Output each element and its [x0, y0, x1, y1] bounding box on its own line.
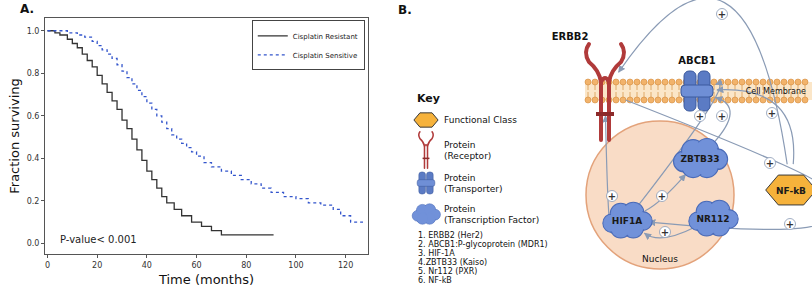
svg-text:Protein: Protein — [444, 204, 476, 214]
svg-text:120: 120 — [338, 261, 353, 270]
svg-text:Protein: Protein — [444, 140, 476, 150]
svg-text:0.6: 0.6 — [27, 112, 40, 121]
svg-text:B.: B. — [398, 3, 412, 17]
svg-text:+: + — [658, 191, 666, 202]
svg-text:NR112: NR112 — [696, 214, 729, 224]
svg-text:(Receptor): (Receptor) — [444, 151, 491, 161]
svg-text:100: 100 — [288, 261, 303, 270]
svg-text:P-value< 0.001: P-value< 0.001 — [60, 234, 137, 245]
svg-text:20: 20 — [92, 261, 102, 270]
svg-text:Cell Membrane: Cell Membrane — [746, 87, 806, 96]
svg-text:Time (months): Time (months) — [158, 272, 254, 287]
svg-text:1.0: 1.0 — [27, 27, 40, 36]
svg-text:0.8: 0.8 — [27, 69, 40, 78]
svg-text:40: 40 — [142, 261, 152, 270]
svg-text:Nucleus: Nucleus — [642, 254, 678, 264]
svg-text:ZBTB33: ZBTB33 — [681, 154, 720, 164]
svg-text:NF-kB: NF-kB — [776, 186, 806, 196]
svg-text:4.ZBTB33 (Kaiso): 4.ZBTB33 (Kaiso) — [418, 258, 487, 267]
svg-text:A.: A. — [20, 2, 34, 16]
svg-text:+: + — [718, 9, 726, 20]
svg-text:0.0: 0.0 — [27, 239, 40, 248]
svg-text:ABCB1: ABCB1 — [678, 55, 715, 66]
svg-text:ERBB2: ERBB2 — [552, 31, 589, 42]
svg-text:5. Nr112 (PXR): 5. Nr112 (PXR) — [418, 267, 477, 276]
svg-text:+: + — [766, 158, 774, 169]
svg-text:+: + — [786, 219, 794, 230]
svg-text:(Transporter): (Transporter) — [444, 184, 503, 194]
svg-text:Functional Class: Functional Class — [444, 115, 517, 125]
svg-text:+: + — [608, 191, 616, 202]
svg-text:6. NF-kB: 6. NF-kB — [418, 276, 452, 285]
svg-text:Cisplatin Resistant: Cisplatin Resistant — [293, 33, 358, 41]
svg-text:80: 80 — [241, 261, 251, 270]
svg-text:+: + — [661, 227, 669, 238]
svg-text:Fraction surviving: Fraction surviving — [7, 78, 22, 193]
svg-text:3. HIF-1A: 3. HIF-1A — [418, 249, 455, 258]
svg-text:+: + — [696, 111, 704, 122]
svg-text:2. ABCB1:P-glycoprotein (MDR1): 2. ABCB1:P-glycoprotein (MDR1) — [418, 240, 548, 249]
svg-text:(Transcription Factor): (Transcription Factor) — [444, 215, 539, 225]
svg-text:Protein: Protein — [444, 173, 476, 183]
svg-text:1. ERBB2 (Her2): 1. ERBB2 (Her2) — [418, 231, 483, 240]
svg-text:60: 60 — [191, 261, 201, 270]
svg-text:0.4: 0.4 — [27, 154, 40, 163]
svg-text:Key: Key — [417, 92, 440, 105]
svg-text:0.2: 0.2 — [27, 197, 40, 206]
svg-text:+: + — [718, 111, 726, 122]
svg-text:+: + — [768, 108, 776, 119]
svg-text:Cisplatin Sensitive: Cisplatin Sensitive — [293, 52, 357, 60]
svg-text:HIF1A: HIF1A — [612, 216, 642, 226]
svg-text:0: 0 — [45, 261, 50, 270]
